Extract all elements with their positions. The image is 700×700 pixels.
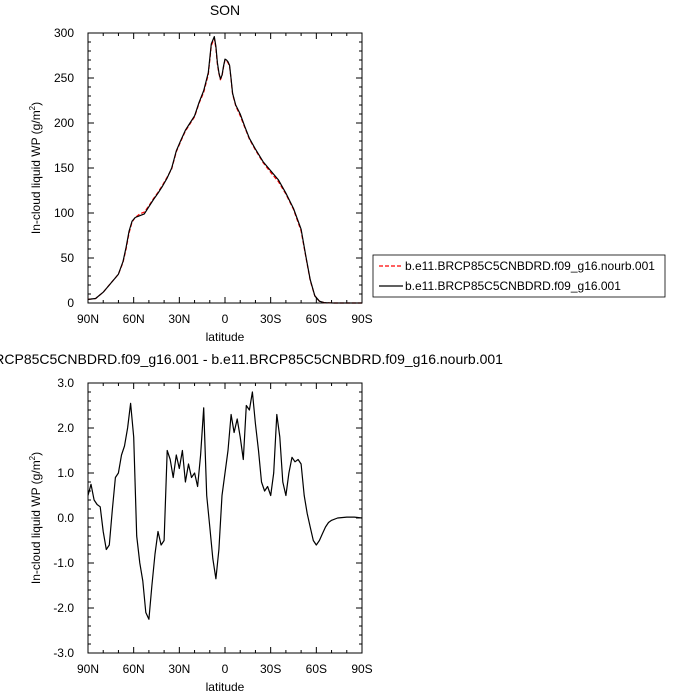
x-axis-title: latitude	[206, 330, 245, 344]
y-axis-title: In-cloud liquid WP (g/m2)	[28, 102, 43, 234]
x-tick-label: 90S	[351, 662, 372, 676]
x-tick-label: 30N	[168, 312, 190, 326]
x-tick-label: 60N	[123, 312, 145, 326]
y-tick-label: 300	[54, 26, 74, 40]
top-panel: SON 90N 60N 30N 0 30S 60S 90S 0 50 100 150 200 250 300…	[28, 2, 373, 344]
x-tick-label: 30S	[260, 662, 281, 676]
y-tick-label: -1.0	[53, 556, 74, 570]
x-tick-label: 60N	[123, 662, 145, 676]
series-line-0	[87, 391, 363, 620]
chart-title: SON	[210, 2, 240, 18]
y-tick-label: 50	[61, 251, 75, 265]
y-tick-label: 3.0	[57, 376, 74, 390]
bottom-panel: b.e11.BRCP85C5CNBDRD.f09_g16.001 - b.e11…	[0, 351, 503, 694]
y-axis-title-main: In-cloud liquid WP (g/m	[29, 110, 43, 234]
x-tick-label: 90S	[351, 312, 372, 326]
y-tick-label: 150	[54, 161, 74, 175]
y-tick-label: 0.0	[57, 511, 74, 525]
y-tick-label: 100	[54, 206, 74, 220]
y-axis-title: In-cloud liquid WP (g/m2)	[28, 452, 43, 584]
y-axis-title-end: )	[29, 102, 43, 106]
y-tick-label: 250	[54, 71, 74, 85]
series-line-0	[87, 37, 362, 304]
x-tick-label: 90N	[77, 312, 99, 326]
y-tick-label: -3.0	[53, 646, 74, 660]
x-tick-label: 90N	[77, 662, 99, 676]
y-tick-label: -2.0	[53, 601, 74, 615]
plot-frame	[87, 382, 363, 654]
series-line-1	[87, 35, 362, 304]
x-tick-label: 0	[222, 312, 229, 326]
y-axis-title-sup: 2	[28, 455, 37, 460]
legend-box	[372, 254, 666, 298]
x-tick-label: 60S	[306, 662, 327, 676]
x-tick-label: 0	[222, 662, 229, 676]
y-axis-title-main: In-cloud liquid WP (g/m	[29, 460, 43, 584]
legend-label-1: b.e11.BRCP85C5CNBDRD.f09_g16.001	[405, 279, 621, 293]
y-tick-label: 2.0	[57, 421, 74, 435]
y-tick-label: 0	[67, 296, 74, 310]
x-tick-label: 30N	[168, 662, 190, 676]
legend: b.e11.BRCP85C5CNBDRD.f09_g16.nourb.001 b.…	[372, 254, 666, 298]
y-axis-title-sup: 2	[28, 105, 37, 110]
chart-title: b.e11.BRCP85C5CNBDRD.f09_g16.001 - b.e11…	[0, 351, 503, 367]
y-tick-label: 1.0	[57, 466, 74, 480]
x-tick-label: 60S	[306, 312, 327, 326]
y-axis-title-end: )	[29, 452, 43, 456]
plot-frame	[87, 32, 363, 304]
x-axis-title: latitude	[206, 680, 245, 694]
legend-label-0: b.e11.BRCP85C5CNBDRD.f09_g16.nourb.001	[405, 259, 655, 273]
x-tick-label: 30S	[260, 312, 281, 326]
y-tick-label: 200	[54, 116, 74, 130]
